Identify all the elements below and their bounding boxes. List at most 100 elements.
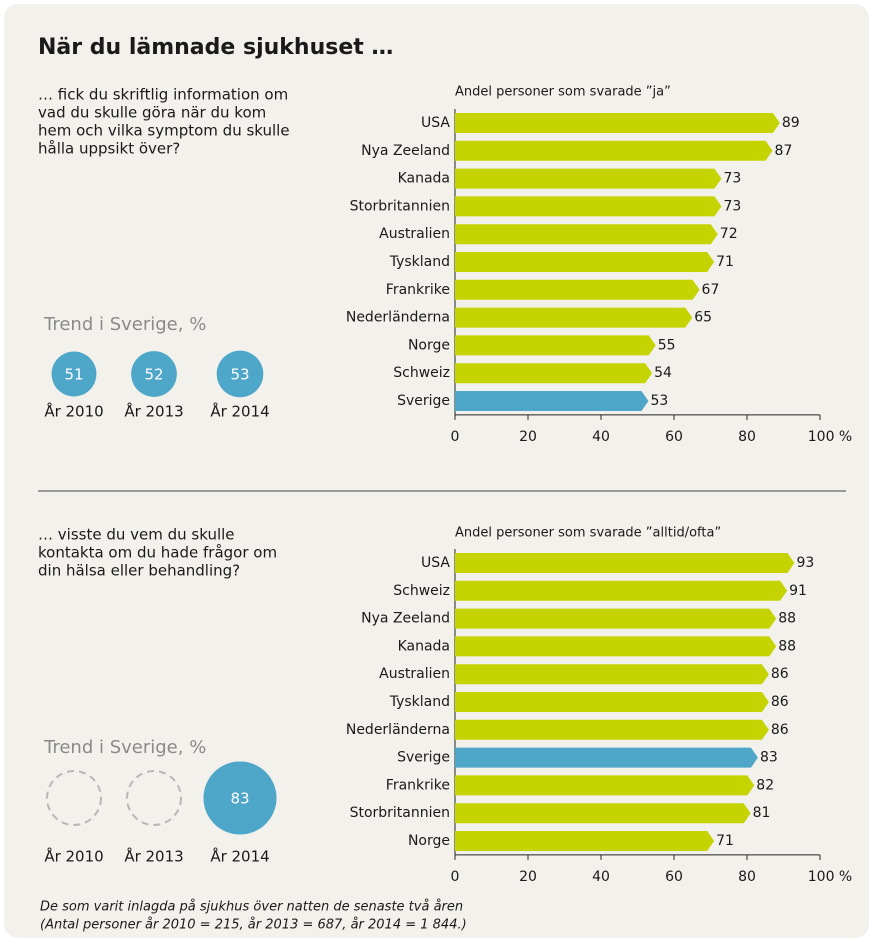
trend-value: 83 — [230, 790, 249, 808]
value-label: 55 — [658, 337, 676, 353]
x-tick-label: 60 — [665, 869, 683, 885]
title: När du lämnade sjukhuset … — [38, 35, 393, 60]
footnote: De som varit inlagda på sjukhus över nat… — [40, 900, 463, 915]
trend-value: 51 — [64, 366, 83, 384]
y-tick-label: Kanada — [398, 171, 450, 187]
bar — [455, 140, 773, 161]
bar — [455, 803, 751, 824]
y-tick-label: Frankrike — [386, 777, 450, 793]
value-label: 86 — [771, 694, 789, 710]
trend-label: Trend i Sverige, % — [43, 737, 206, 758]
y-tick-label: Storbritannien — [350, 805, 450, 821]
y-tick-label: Australien — [379, 226, 450, 242]
x-tick-label: 40 — [592, 429, 610, 445]
x-tick-label: 80 — [738, 429, 756, 445]
bar — [455, 113, 780, 133]
chart-subtitle: Andel personer som svarade ”alltid/ofta” — [455, 526, 721, 541]
question: vad du skulle göra när du kom — [38, 104, 266, 122]
trend-year: År 2013 — [124, 402, 183, 421]
x-tick-label: 80 — [738, 869, 756, 885]
footnote: (Antal personer år 2010 = 215, år 2013 =… — [40, 918, 467, 933]
bar — [455, 775, 755, 796]
bar — [455, 363, 653, 384]
y-tick-label: Nederländerna — [346, 310, 450, 326]
question: kontakta om du hade frågor om — [38, 544, 277, 562]
bar — [455, 279, 700, 300]
y-tick-label: Norge — [408, 337, 450, 353]
value-label: 67 — [702, 282, 720, 298]
value-label: 71 — [716, 254, 734, 270]
value-label: 65 — [694, 310, 712, 326]
value-label: 71 — [716, 833, 734, 849]
x-tick-label: 100 % — [808, 429, 852, 445]
x-tick-label: 40 — [592, 869, 610, 885]
y-tick-label: Tyskland — [389, 254, 450, 270]
bar — [455, 307, 693, 328]
trend-circle — [203, 761, 277, 835]
bar — [455, 636, 777, 657]
y-tick-label: Nederländerna — [346, 722, 450, 738]
trend-label: Trend i Sverige, % — [43, 314, 206, 335]
trend-year: År 2010 — [44, 402, 103, 421]
trend-value: 52 — [144, 366, 163, 384]
value-label: 72 — [720, 226, 738, 242]
y-tick-label: Australien — [379, 666, 450, 682]
trend-value: 53 — [230, 366, 249, 384]
bar — [455, 831, 715, 851]
value-label: 88 — [778, 611, 796, 627]
value-label: 91 — [789, 583, 807, 599]
bar — [455, 224, 718, 245]
y-tick-label: USA — [421, 115, 450, 131]
x-tick-label: 0 — [451, 429, 460, 445]
y-tick-label: USA — [421, 555, 450, 571]
trend-year: År 2014 — [210, 402, 269, 421]
value-label: 86 — [771, 722, 789, 738]
value-label: 86 — [771, 666, 789, 682]
question: … visste du vem du skulle — [38, 526, 235, 544]
question: hem och vilka symptom du skulle — [38, 122, 290, 140]
x-tick-label: 60 — [665, 429, 683, 445]
value-label: 83 — [760, 750, 778, 766]
value-label: 73 — [723, 171, 741, 187]
x-tick-label: 0 — [451, 869, 460, 885]
y-tick-label: Schweiz — [393, 365, 450, 381]
value-label: 73 — [723, 198, 741, 214]
bar — [455, 391, 649, 411]
trend-circle — [131, 351, 177, 397]
value-label: 87 — [775, 143, 793, 159]
value-label: 89 — [782, 115, 800, 131]
y-tick-label: Sverige — [397, 393, 450, 409]
x-tick-label: 20 — [519, 429, 537, 445]
y-tick-label: Norge — [408, 833, 450, 849]
y-tick-label: Sverige — [397, 750, 450, 766]
bar — [455, 252, 715, 272]
bar — [455, 168, 722, 189]
y-tick-label: Kanada — [398, 638, 450, 654]
y-tick-label: Frankrike — [386, 282, 450, 298]
bar — [455, 196, 722, 217]
bar — [455, 608, 777, 629]
trend-year: År 2010 — [44, 847, 103, 866]
trend-circle — [216, 350, 264, 398]
y-tick-label: Tyskland — [389, 694, 450, 710]
trend-year: År 2014 — [210, 847, 269, 866]
question: … fick du skriftlig information om — [38, 86, 288, 104]
y-tick-label: Schweiz — [393, 583, 450, 599]
question: hålla uppsikt över? — [38, 140, 180, 158]
bar — [455, 664, 769, 685]
value-label: 81 — [753, 805, 771, 821]
x-tick-label: 100 % — [808, 869, 852, 885]
trend-circle — [51, 351, 97, 397]
y-tick-label: Storbritannien — [350, 198, 450, 214]
bar — [455, 553, 795, 573]
trend-year: År 2013 — [124, 847, 183, 866]
value-label: 93 — [796, 555, 814, 571]
bar — [455, 692, 769, 712]
bar — [455, 719, 769, 740]
bar — [455, 335, 656, 356]
bar — [455, 580, 788, 601]
trend-empty — [46, 770, 102, 826]
y-tick-label: Nya Zeeland — [361, 143, 450, 159]
